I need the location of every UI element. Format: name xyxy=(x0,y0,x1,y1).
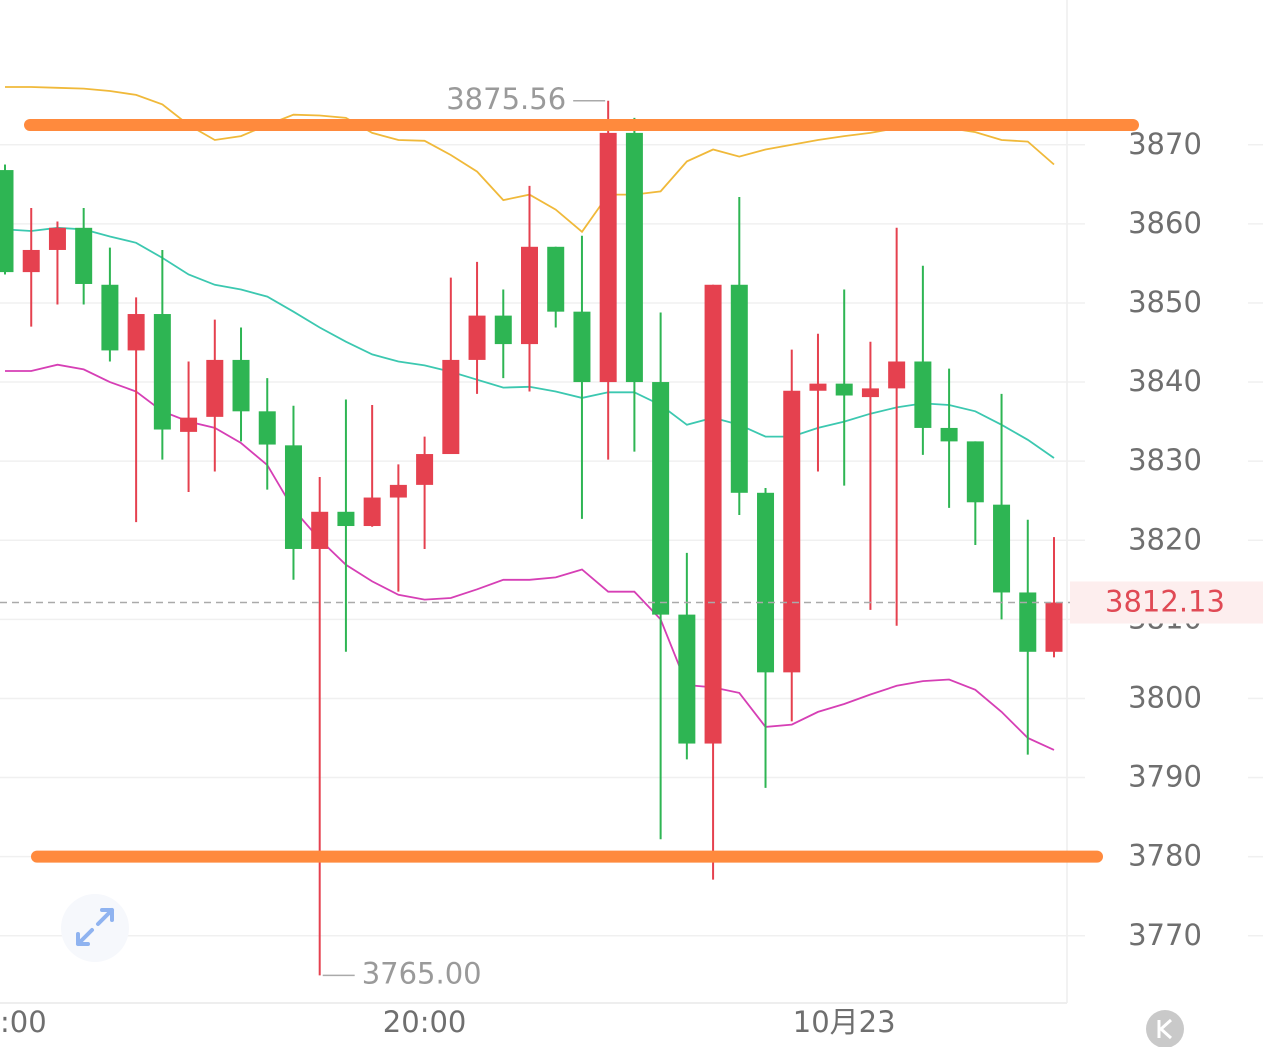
candle-body xyxy=(258,411,276,445)
candle-body xyxy=(0,170,14,273)
candle-body xyxy=(1019,592,1037,652)
y-tick-label: 3830 xyxy=(1128,443,1202,477)
price-label: 3812.13 xyxy=(1105,585,1225,619)
candle-body xyxy=(993,504,1011,593)
expand-bg xyxy=(61,894,129,962)
candle-body xyxy=(599,132,617,383)
candle-body xyxy=(337,511,355,527)
candle-body xyxy=(652,382,670,615)
candle-body xyxy=(835,383,853,396)
candle-body xyxy=(783,390,801,673)
expand-icon xyxy=(76,908,114,946)
y-tick-label: 3820 xyxy=(1128,522,1202,556)
low-label: 3765.00 xyxy=(362,956,482,990)
y-tick-label: 3860 xyxy=(1128,206,1202,240)
candle-body xyxy=(127,314,145,351)
candle-body xyxy=(468,315,486,360)
x-tick-label: 10月23 xyxy=(793,1005,896,1039)
candle-body xyxy=(730,284,748,493)
overlays: 3770378037903800381038203830384038503860… xyxy=(0,82,1263,1039)
y-tick-label: 3870 xyxy=(1128,127,1202,161)
candle-body xyxy=(206,359,224,417)
candle-body xyxy=(757,492,775,673)
k-bg xyxy=(1146,1010,1184,1047)
candle-body xyxy=(22,249,40,273)
candle-body xyxy=(809,383,827,391)
y-tick-label: 3800 xyxy=(1128,680,1202,714)
candle-body xyxy=(966,441,984,503)
candle-body xyxy=(101,284,119,351)
candle-body xyxy=(914,361,932,428)
y-tick-label: 3770 xyxy=(1128,918,1202,952)
candle-body xyxy=(940,427,958,442)
candle-body xyxy=(284,445,302,549)
x-tick-label: 20:00 xyxy=(383,1005,467,1039)
candle-body xyxy=(494,315,512,345)
price-tag xyxy=(1070,581,1263,624)
candles xyxy=(0,100,1063,976)
y-tick-label: 3840 xyxy=(1128,364,1202,398)
candle-body xyxy=(75,227,93,284)
y-tick-label: 3850 xyxy=(1128,285,1202,319)
grid xyxy=(0,144,1263,937)
candle-body xyxy=(861,388,879,398)
candle-body xyxy=(442,359,460,455)
candle-body xyxy=(1045,602,1063,652)
candle-body xyxy=(180,417,198,432)
candle-body xyxy=(48,227,66,250)
k-icon xyxy=(1157,1018,1173,1040)
high-label: 3875.56 xyxy=(446,82,566,116)
candle-body xyxy=(311,511,329,549)
candle-body xyxy=(363,497,381,527)
candle-body xyxy=(521,246,538,345)
x-tick-label: :00 xyxy=(0,1005,47,1039)
expand-button[interactable] xyxy=(61,894,129,962)
band-line xyxy=(5,363,1055,751)
y-tick-label: 3780 xyxy=(1128,839,1202,873)
candle-body xyxy=(678,614,696,744)
candle-body xyxy=(232,359,250,412)
candle-body xyxy=(153,314,171,430)
candle-body xyxy=(547,246,565,312)
candle-body xyxy=(704,284,722,744)
candle-body xyxy=(625,132,643,383)
candle-body xyxy=(888,361,906,389)
k-button[interactable] xyxy=(1146,1010,1184,1047)
y-tick-label: 3790 xyxy=(1128,760,1202,794)
candle-body xyxy=(416,454,434,485)
candle-body xyxy=(573,311,591,383)
candle-body xyxy=(389,484,407,498)
